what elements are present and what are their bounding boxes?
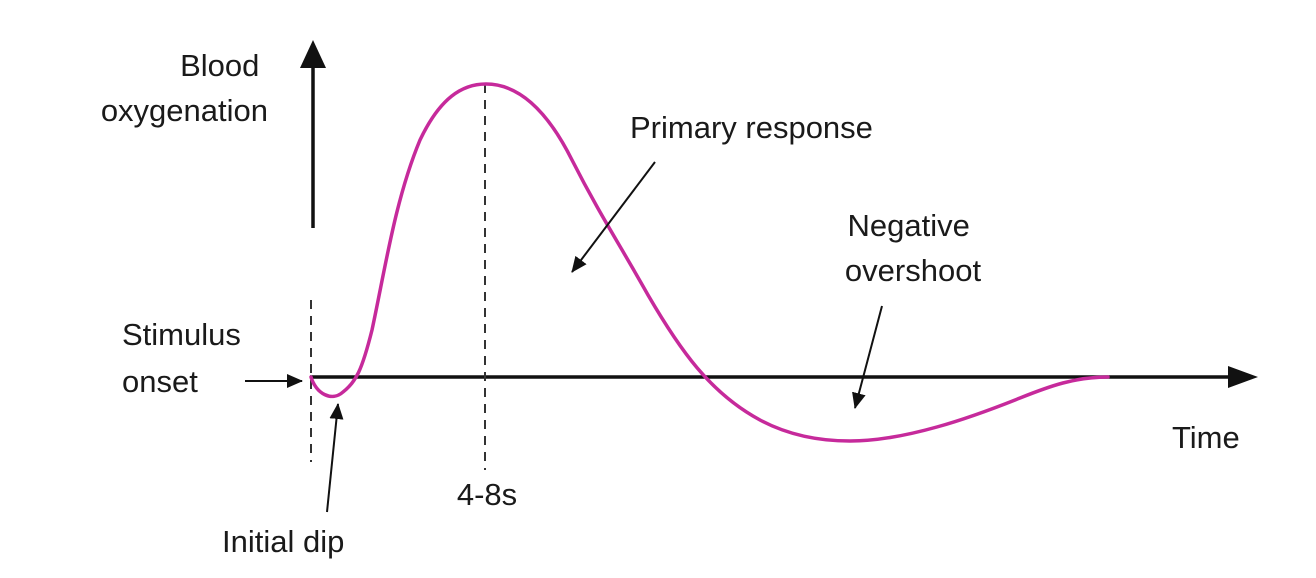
bold-response-curve bbox=[309, 82, 1110, 443]
y-axis-label-line2: oxygenation bbox=[101, 93, 268, 128]
negative-overshoot-line1: Negative bbox=[848, 208, 970, 243]
stimulus-onset-label: Stimulus onset bbox=[122, 317, 250, 399]
peak-time-label: 4-8s bbox=[457, 477, 517, 512]
stimulus-onset-line1: Stimulus bbox=[122, 317, 241, 352]
negative-overshoot-line2: overshoot bbox=[845, 253, 982, 288]
x-axis-arrowhead bbox=[1228, 366, 1258, 388]
y-axis-label-line1: Blood bbox=[180, 48, 259, 83]
negative-overshoot-label: Negative overshoot bbox=[845, 208, 982, 288]
initial-dip-pointer bbox=[326, 403, 344, 513]
negative-overshoot-pointer bbox=[852, 305, 883, 409]
primary-response-label: Primary response bbox=[630, 110, 873, 145]
x-axis-label: Time bbox=[1172, 420, 1240, 455]
primary-response-pointer bbox=[571, 161, 656, 273]
y-axis-arrowhead bbox=[300, 40, 326, 68]
y-axis-label: Blood oxygenation bbox=[101, 48, 268, 128]
stimulus-onset-line2: onset bbox=[122, 364, 198, 399]
initial-dip-label: Initial dip bbox=[222, 524, 344, 559]
